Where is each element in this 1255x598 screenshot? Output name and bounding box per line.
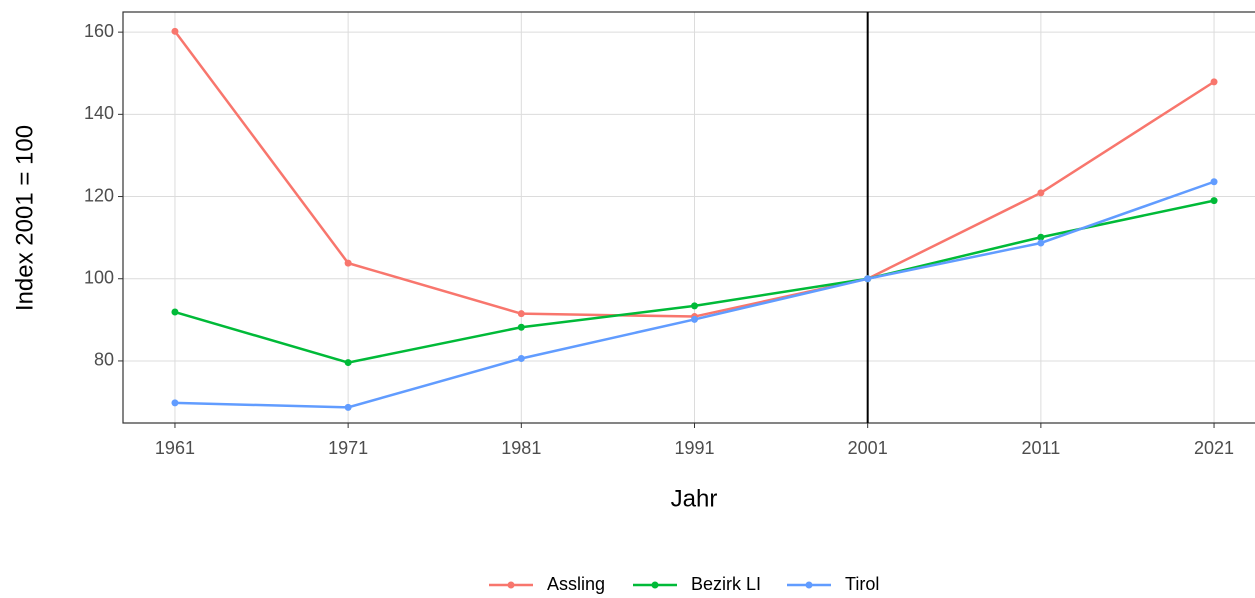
y-tick-label: 120 [84, 185, 114, 205]
data-point [864, 275, 872, 283]
y-tick-label: 140 [84, 103, 114, 123]
legend-label: Assling [547, 574, 605, 594]
y-tick-label: 160 [84, 21, 114, 41]
x-tick-label: 1961 [155, 438, 195, 458]
data-point [1037, 233, 1045, 241]
data-point [691, 315, 698, 323]
data-point [344, 403, 352, 411]
data-point [691, 302, 698, 310]
data-point [517, 323, 525, 331]
legend-key-point [507, 581, 515, 589]
data-point [1210, 78, 1218, 86]
legend-key-point [651, 581, 659, 589]
data-point [1210, 197, 1218, 205]
x-tick-label: 1981 [501, 438, 541, 458]
x-tick-label: 1971 [328, 438, 368, 458]
data-point [517, 354, 525, 362]
data-point [1037, 189, 1045, 197]
data-point [171, 308, 179, 316]
data-point [344, 259, 352, 267]
legend-key-point [805, 581, 813, 589]
legend-label: Tirol [845, 574, 879, 594]
panel-border [122, 11, 1255, 424]
x-tick-label: 1991 [674, 438, 714, 458]
y-axis-label: Index 2001 = 100 [11, 125, 38, 311]
data-point [517, 310, 525, 318]
data-point [1210, 178, 1218, 186]
y-tick-label: 100 [84, 267, 114, 287]
y-tick-label: 80 [94, 350, 114, 370]
x-tick-label: 2011 [1022, 438, 1061, 458]
legend-label: Bezirk LI [691, 574, 761, 594]
x-tick-label: 2001 [848, 438, 888, 458]
data-point [171, 399, 179, 407]
data-point [1037, 239, 1045, 247]
x-axis-label: Jahr [671, 485, 718, 512]
x-tick-label: 2021 [1194, 438, 1234, 458]
data-point [171, 27, 179, 35]
data-point [344, 359, 352, 367]
